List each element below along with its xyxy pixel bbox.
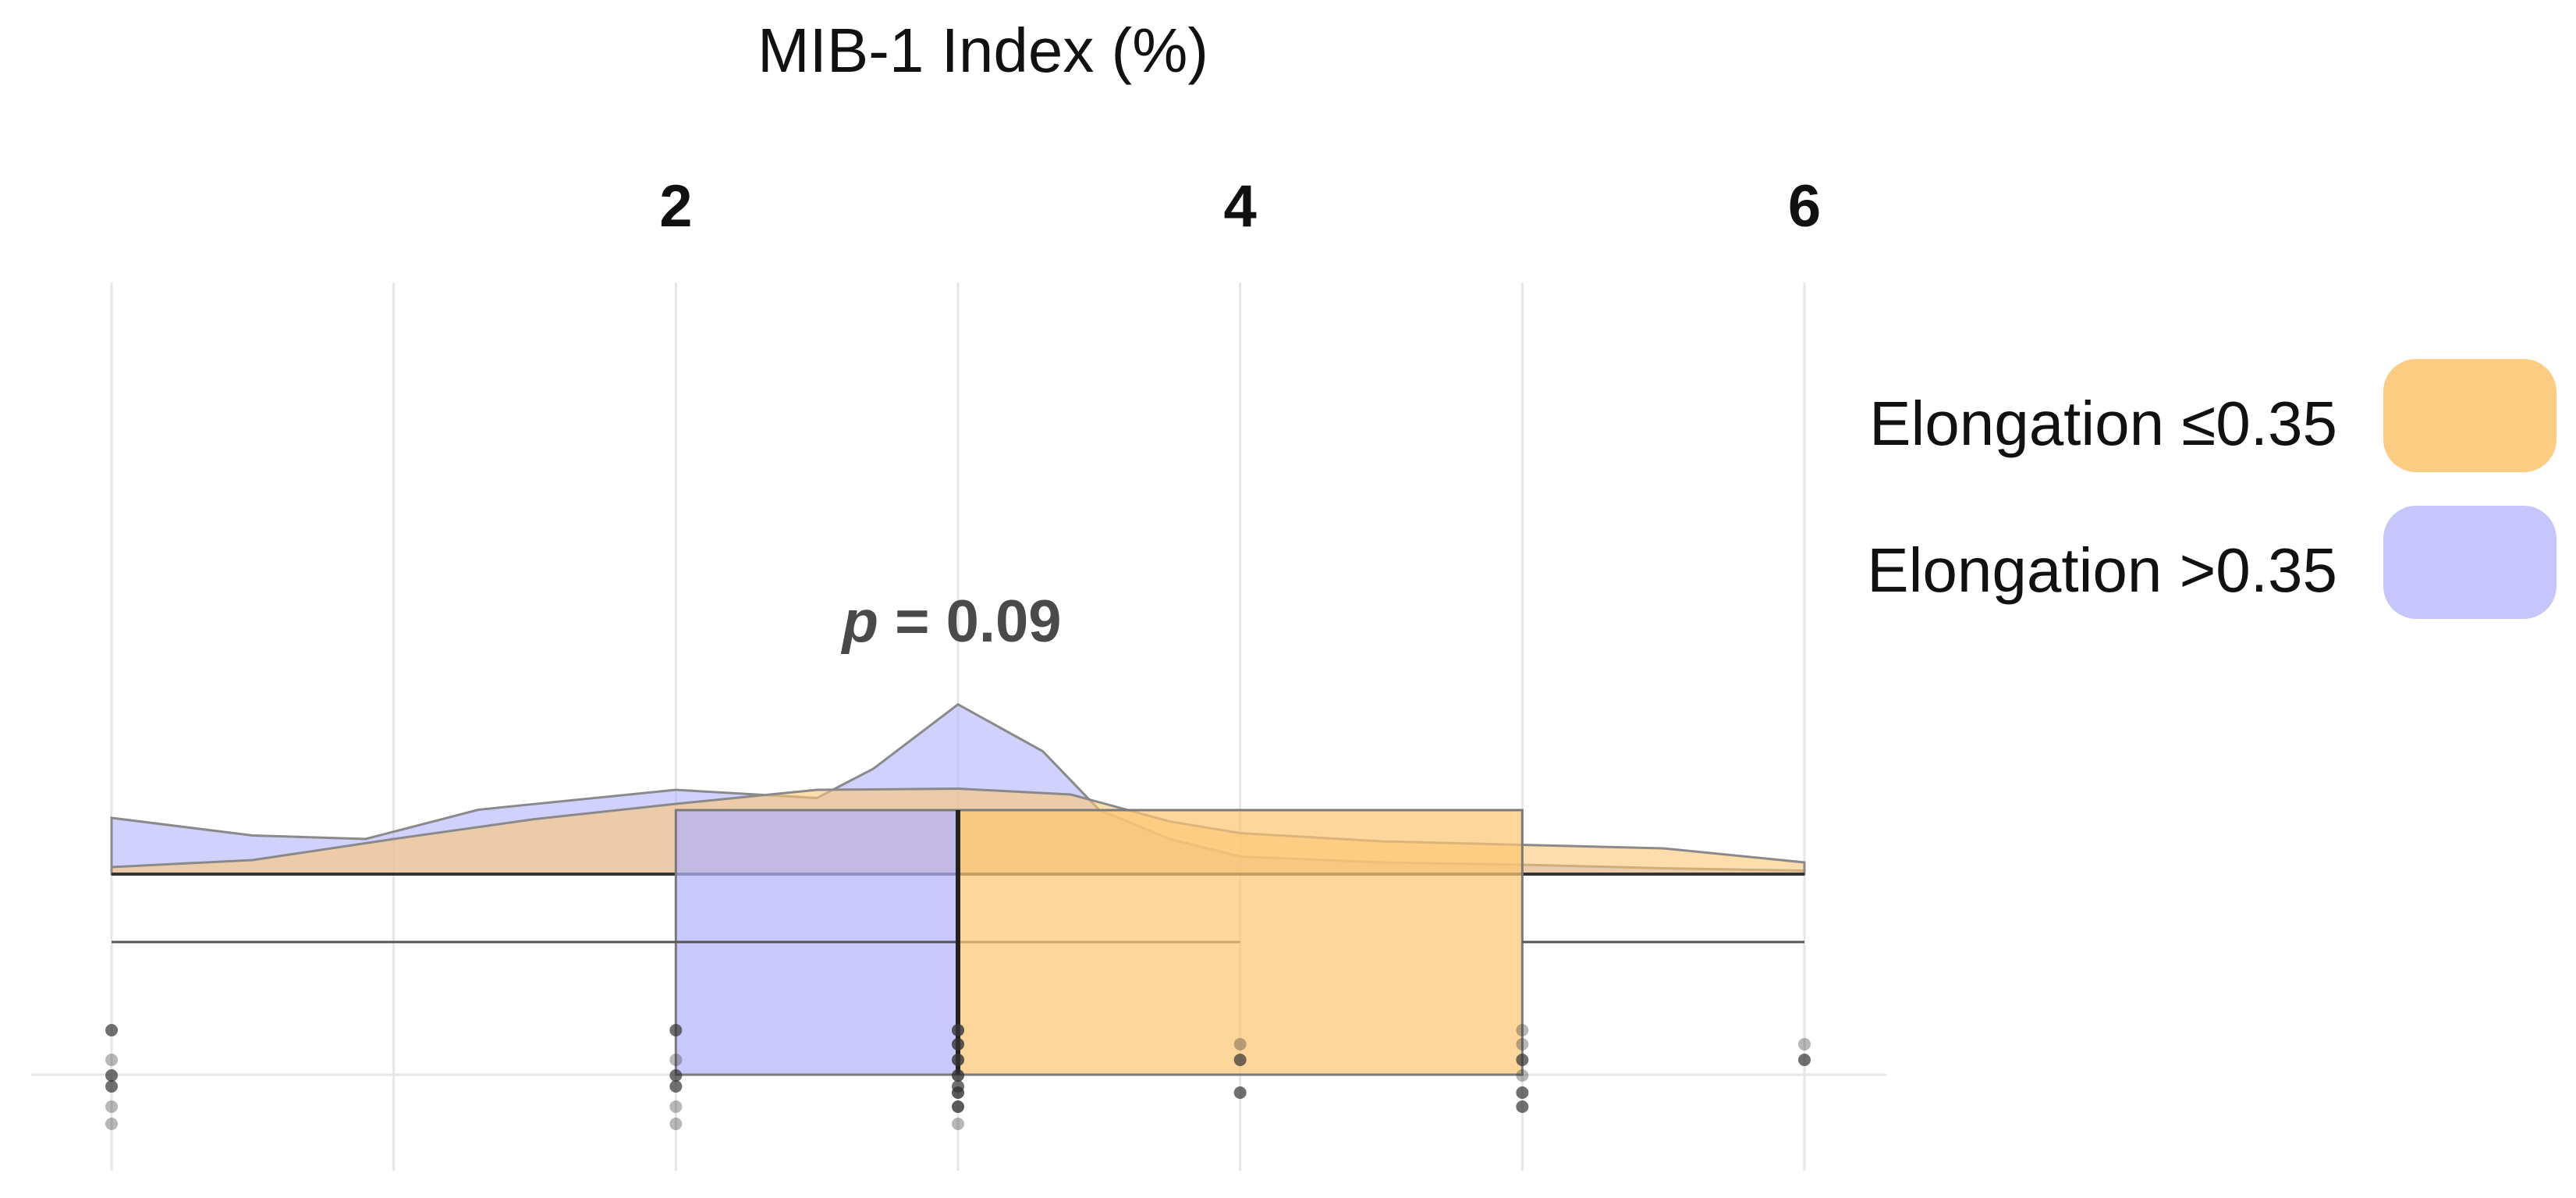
data-point-s0-x4-0 — [1233, 1054, 1247, 1066]
data-point-s1-x2-4 — [669, 1080, 683, 1093]
data-point-s1-x2-2 — [669, 1024, 683, 1036]
data-point-s0-x3-4 — [952, 1100, 964, 1113]
data-point-s1-x3-3 — [952, 1118, 964, 1130]
box-0 — [956, 809, 1524, 1076]
data-point-s0-x3-0 — [952, 1054, 964, 1066]
data-point-s1-x3-0 — [952, 1069, 964, 1082]
legend-swatch-1 — [2383, 506, 2556, 619]
data-point-s0-x5-1 — [1516, 1038, 1529, 1050]
data-point-s0-x5-4 — [1516, 1100, 1529, 1113]
x-tick-label-4: 4 — [1224, 173, 1257, 240]
grid-lines — [31, 283, 1886, 1171]
data-point-s1-x3-2 — [952, 1024, 964, 1036]
data-point-s1-x0-5 — [105, 1054, 118, 1066]
data-point-s1-x3-7 — [952, 1086, 964, 1099]
data-point-s0-x5-3 — [1516, 1069, 1529, 1082]
data-point-s1-x2-1 — [669, 1100, 683, 1113]
p-value-symbol: p — [841, 588, 878, 655]
data-points — [105, 1024, 1811, 1130]
data-point-s0-x4-2 — [1233, 1086, 1247, 1099]
legend-swatch-0 — [2383, 359, 2556, 472]
data-point-s1-x3-6 — [952, 1038, 964, 1050]
data-point-s1-x2-5 — [669, 1054, 683, 1066]
data-point-s1-x2-0 — [669, 1069, 683, 1082]
data-point-s1-x2-3 — [669, 1118, 683, 1130]
data-point-s0-x5-0 — [1516, 1054, 1529, 1066]
x-axis-title: MIB-1 Index (%) — [758, 16, 1208, 85]
box-plots — [112, 809, 1804, 1076]
data-point-s0-x6-0 — [1798, 1054, 1811, 1066]
legend: Elongation ≤0.35 Elongation >0.35 — [1867, 359, 2556, 619]
data-point-s1-x3-4 — [952, 1080, 964, 1093]
x-axis-tick-labels: 2 4 6 — [659, 173, 1821, 240]
x-tick-label-6: 6 — [1788, 173, 1821, 240]
data-point-s1-x0-4 — [105, 1080, 118, 1093]
data-point-s1-x0-2 — [105, 1024, 118, 1036]
data-point-s0-x6-1 — [1798, 1038, 1811, 1050]
p-value-annotation: p = 0.09 — [841, 588, 1062, 655]
x-tick-label-2: 2 — [659, 173, 692, 240]
data-point-s1-x0-0 — [105, 1069, 118, 1082]
data-point-s1-x3-5 — [952, 1054, 964, 1066]
data-point-s0-x5-2 — [1516, 1086, 1529, 1099]
data-point-s0-x5-5 — [1516, 1024, 1529, 1036]
legend-label-1: Elongation >0.35 — [1867, 535, 2337, 605]
legend-label-0: Elongation ≤0.35 — [1869, 389, 2337, 458]
data-point-s1-x3-1 — [952, 1100, 964, 1113]
data-point-s0-x4-1 — [1233, 1038, 1247, 1050]
p-value-text: = 0.09 — [878, 588, 1062, 655]
data-point-s1-x0-3 — [105, 1118, 118, 1130]
data-point-s1-x0-1 — [105, 1100, 118, 1113]
